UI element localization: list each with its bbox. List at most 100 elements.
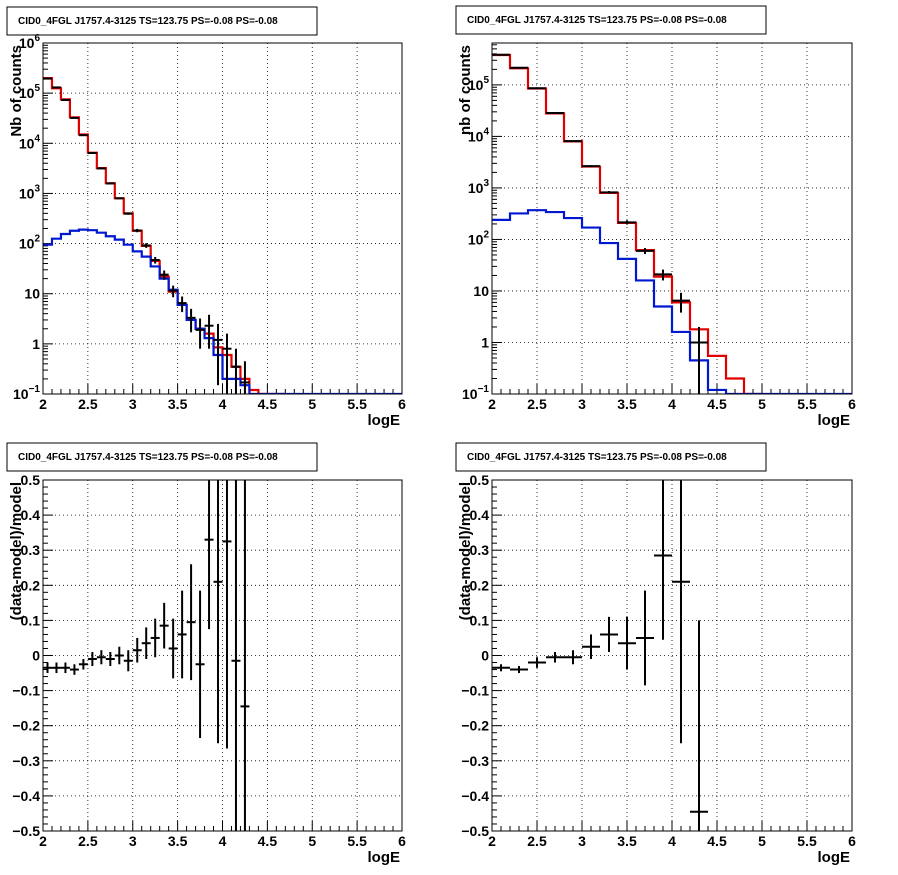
- y-tick-label: 0.3: [470, 542, 490, 558]
- data-point: [105, 651, 115, 667]
- title-box: [455, 5, 767, 35]
- data-point: [213, 323, 223, 386]
- data-point: [582, 165, 600, 168]
- y-tick-label: 105: [19, 83, 41, 101]
- data-point: [528, 87, 546, 90]
- model-total-line: [43, 76, 286, 394]
- data-point: [43, 662, 52, 674]
- y-tick-label: 0.1: [21, 612, 41, 628]
- y-tick-label: 0.4: [470, 507, 490, 523]
- data-point: [60, 662, 70, 674]
- chart-panel-2: CID0_4FGL J1757.4-3125 TS=123.75 PS=-0.0…: [455, 5, 856, 429]
- data-point: [600, 616, 618, 652]
- x-tick-label: 6: [848, 833, 856, 849]
- data-point: [123, 212, 133, 215]
- x-tick-label: 2: [488, 396, 496, 412]
- y-tick-label: −0.1: [461, 683, 489, 699]
- chart-title: CID0_4FGL J1757.4-3125 TS=123.75 PS=-0.0…: [467, 452, 727, 463]
- series-group: [43, 76, 402, 394]
- x-tick-label: 5.5: [797, 833, 817, 849]
- x-tick-label: 3: [129, 396, 137, 412]
- x-tick-label: 2.5: [78, 396, 98, 412]
- data-point: [654, 269, 672, 281]
- data-point: [177, 590, 187, 679]
- data-point: [51, 86, 61, 89]
- y-tick-label: 0.4: [21, 507, 41, 523]
- y-tick-label: 10−1: [462, 384, 489, 402]
- data-point: [105, 182, 115, 185]
- x-tick-label: 3.5: [168, 833, 188, 849]
- data-point: [123, 650, 133, 672]
- data-point: [564, 140, 582, 143]
- x-tick-label: 5: [758, 833, 766, 849]
- data-point: [204, 480, 214, 630]
- x-tick-label: 4: [668, 396, 676, 412]
- data-point: [204, 314, 214, 349]
- series-group: [492, 480, 708, 831]
- x-tick-label: 2.5: [78, 833, 98, 849]
- plot-frame: [42, 479, 403, 832]
- data-point: [222, 333, 232, 394]
- x-tick-label: 3: [129, 833, 137, 849]
- y-tick-label: −0.1: [12, 683, 40, 699]
- x-tick-label: 4.5: [258, 396, 278, 412]
- plot-frame: [491, 479, 853, 832]
- y-tick-label: −0.5: [461, 823, 489, 839]
- y-axis-label: nb of counts: [457, 45, 474, 135]
- x-tick-label: 4.5: [707, 396, 727, 412]
- data-point: [492, 664, 510, 672]
- x-axis-label: logE: [368, 412, 401, 429]
- y-tick-label: 0.2: [470, 577, 490, 593]
- title-box: [455, 442, 767, 472]
- plot-frame: [42, 42, 403, 395]
- data-point: [141, 627, 151, 660]
- x-axis-label: logE: [368, 849, 401, 866]
- data-point: [546, 651, 564, 663]
- data-point: [672, 480, 690, 744]
- y-tick-label: 0.1: [470, 612, 490, 628]
- title-box: [6, 442, 318, 472]
- series-group: [43, 480, 250, 831]
- data-point: [528, 657, 546, 668]
- data-point: [636, 590, 654, 686]
- data-point: [87, 152, 97, 155]
- data-point: [168, 285, 178, 298]
- data-point: [618, 616, 636, 670]
- data-point: [186, 308, 196, 333]
- x-tick-label: 3: [578, 833, 586, 849]
- x-tick-label: 6: [398, 396, 406, 412]
- series-group: [492, 53, 852, 394]
- x-tick-label: 5.5: [797, 396, 817, 412]
- chart-title: CID0_4FGL J1757.4-3125 TS=123.75 PS=-0.0…: [18, 452, 278, 463]
- x-tick-label: 4: [219, 396, 227, 412]
- data-point: [150, 618, 160, 658]
- data-point: [231, 480, 241, 831]
- x-tick-label: 3.5: [617, 833, 637, 849]
- y-tick-label: 103: [19, 183, 41, 201]
- y-tick-label: −0.3: [461, 753, 489, 769]
- data-point: [240, 361, 250, 394]
- data-point: [564, 650, 582, 665]
- y-tick-label: 0.5: [21, 472, 41, 488]
- y-tick-label: 104: [468, 126, 490, 144]
- data-point: [510, 666, 528, 674]
- model-background-line: [43, 228, 402, 394]
- data-point: [60, 98, 70, 101]
- y-axis-label: (data-model)/model: [457, 482, 474, 620]
- x-tick-label: 3.5: [617, 396, 637, 412]
- data-point: [51, 662, 61, 674]
- x-tick-label: 2: [488, 833, 496, 849]
- x-tick-label: 5: [308, 833, 316, 849]
- y-tick-label: 1: [32, 336, 40, 352]
- x-tick-label: 4.5: [258, 833, 278, 849]
- x-axis-label: logE: [818, 849, 851, 866]
- data-point: [195, 590, 205, 738]
- x-tick-label: 2: [39, 396, 47, 412]
- y-tick-label: −0.4: [461, 788, 489, 804]
- y-tick-label: −0.4: [12, 788, 40, 804]
- y-tick-label: 0.3: [21, 542, 41, 558]
- data-point: [132, 637, 142, 663]
- data-point: [78, 134, 88, 137]
- y-tick-label: 10−1: [13, 384, 40, 402]
- y-tick-label: 106: [19, 33, 41, 51]
